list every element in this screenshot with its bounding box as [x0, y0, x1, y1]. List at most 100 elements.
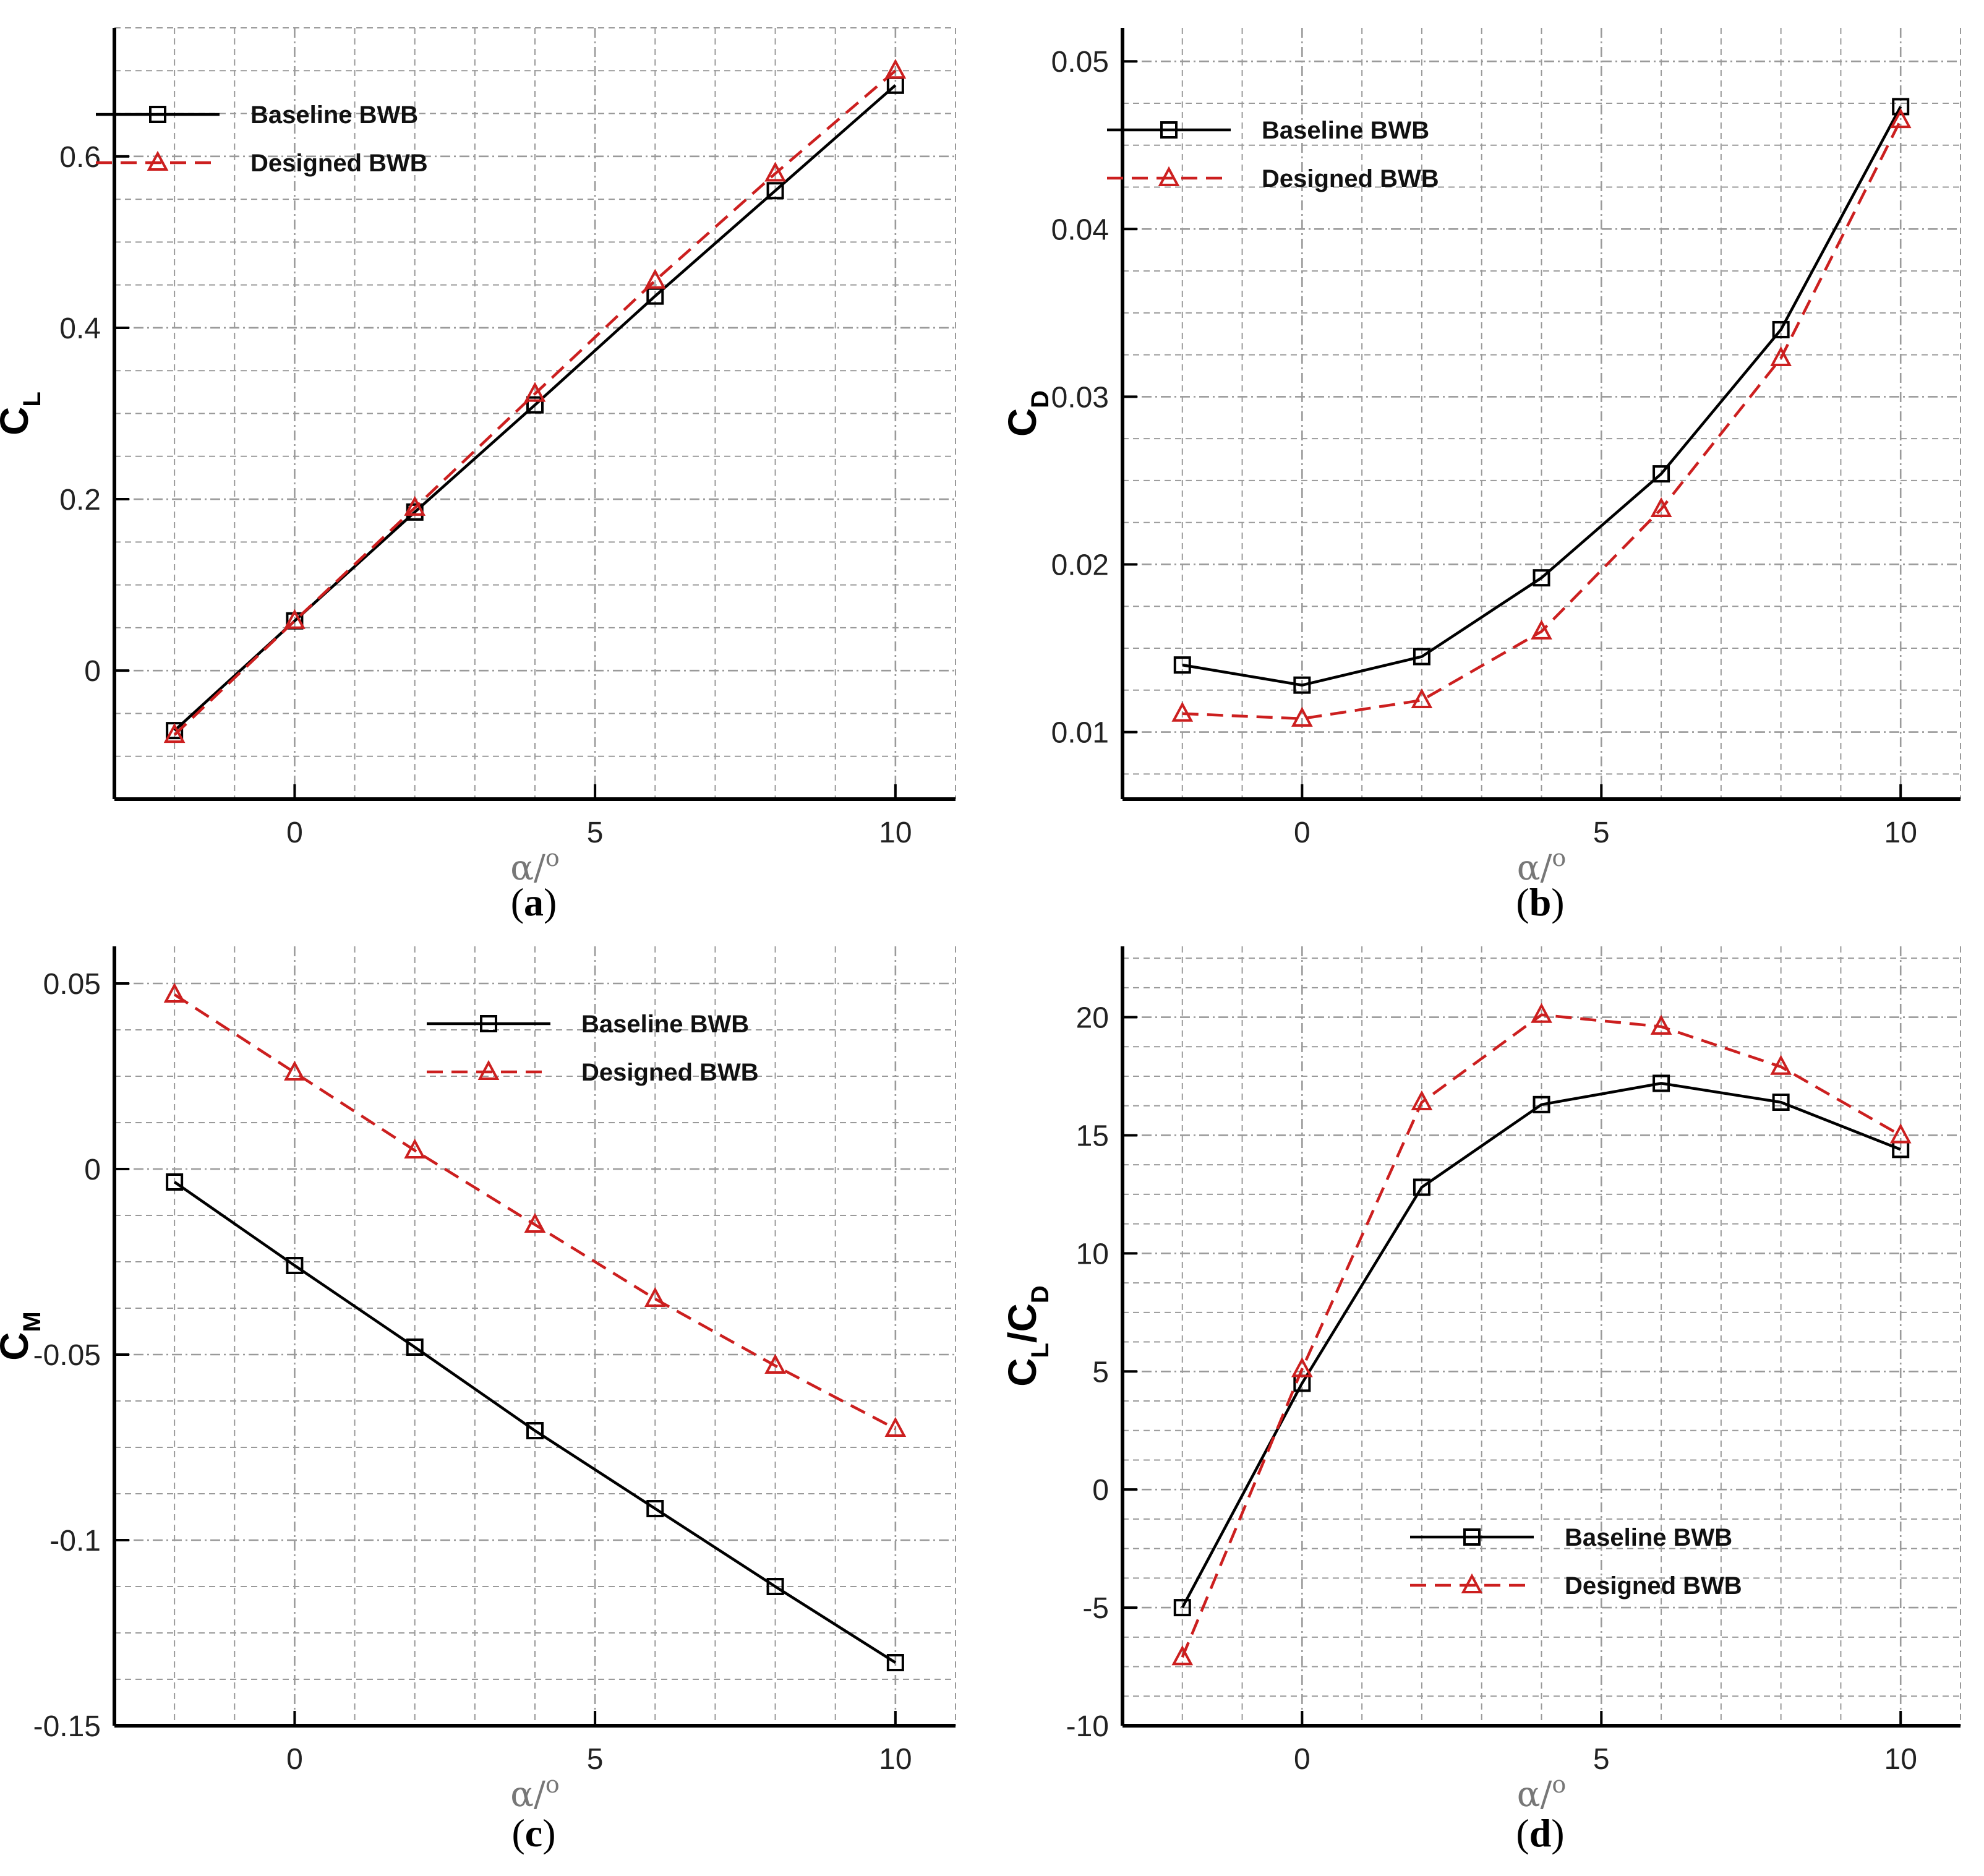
y-axis-title: CL [0, 392, 46, 435]
y-tick-label: 0.01 [1051, 717, 1109, 750]
y-axis-title-sub: M [19, 1311, 46, 1332]
baseline-point-marker [166, 1173, 184, 1191]
x-tick-label: 0 [1294, 1743, 1311, 1776]
designed-series-line [173, 69, 897, 736]
panel-label-close: ) [1551, 1811, 1564, 1855]
baseline-point-marker [1772, 1094, 1790, 1111]
designed-point-marker [284, 1060, 306, 1081]
legend: Baseline BWB Designed BWB [1410, 1524, 1742, 1600]
gridlines [114, 946, 956, 1727]
baseline-point-marker [526, 1422, 544, 1439]
y-axis-title: CD [1000, 390, 1054, 437]
legend-designed-marker [1461, 1573, 1483, 1593]
designed-point-marker [764, 161, 786, 182]
x-axis-title-sup: o [545, 844, 560, 872]
baseline-point-marker [1413, 1178, 1430, 1196]
x-tick-label: 0 [286, 816, 303, 849]
x-tick-label: 5 [587, 1743, 604, 1776]
panel-label: (b) [1516, 880, 1564, 924]
y-axis-title-sub: L [19, 392, 46, 406]
legend-designed-label: Designed BWB [1565, 1572, 1742, 1600]
legend-designed-marker [147, 150, 169, 171]
x-axis-title-sup: o [545, 1771, 560, 1798]
designed-point-marker [1770, 346, 1792, 367]
y-axis-title-tail: /C [1000, 1303, 1045, 1343]
panel-label-open: ( [1516, 880, 1529, 924]
y-tick-label: 15 [1076, 1120, 1109, 1152]
designed-point-marker [524, 1212, 546, 1233]
designed-point-marker [1531, 619, 1552, 640]
baseline-point-marker [1653, 465, 1670, 483]
panel-label-open: ( [1516, 1811, 1529, 1855]
y-tick-label: -5 [1082, 1592, 1109, 1625]
legend-baseline-label: Baseline BWB [581, 1011, 749, 1038]
baseline-series-line [173, 84, 897, 732]
designed-point-marker [884, 1416, 907, 1437]
panel-label-open: ( [511, 880, 524, 924]
y-axis-title-sub: D [1027, 390, 1054, 408]
x-axis-title-main: α/ [1517, 848, 1552, 888]
baseline-point-marker [406, 1338, 424, 1356]
designed-point-marker [1171, 701, 1194, 722]
y-axis-title-sub: L [1027, 1343, 1054, 1358]
designed-point-marker [644, 1287, 666, 1307]
legend: Baseline BWB Designed BWB [1107, 117, 1439, 192]
y-tick-label: -10 [1066, 1710, 1109, 1743]
y-axis-title-tail-sub: D [1027, 1285, 1054, 1303]
x-axis-title-sup: o [1552, 844, 1566, 872]
y-tick-label: 0 [84, 1154, 101, 1186]
panel-label-close: ) [1551, 880, 1564, 924]
baseline-point-marker [1293, 676, 1311, 694]
designed-point-marker [404, 1138, 426, 1159]
gridlines [114, 27, 956, 800]
y-tick-label: 0.03 [1051, 381, 1109, 414]
baseline-point-marker [1533, 569, 1550, 587]
y-tick-label: 0.04 [1051, 213, 1109, 246]
x-tick-label: 10 [879, 816, 912, 849]
y-tick-label: 0 [84, 655, 101, 688]
y-tick-label: -0.05 [33, 1339, 101, 1372]
x-axis-title: α/o [1517, 844, 1567, 888]
baseline-point-marker [1533, 1095, 1550, 1113]
designed-point-marker [524, 382, 546, 402]
y-axis-title: CL/CD [1000, 1285, 1054, 1387]
designed-point-marker [884, 59, 907, 79]
y-axis-title: CM [0, 1311, 46, 1361]
x-axis-title: α/o [510, 1771, 560, 1815]
baseline-point-marker [1653, 1074, 1670, 1092]
x-tick-label: 10 [1884, 816, 1917, 849]
y-tick-label: -0.15 [33, 1710, 101, 1743]
x-axis-title-main: α/ [1517, 1775, 1552, 1815]
y-axis-title-main: C [1000, 1358, 1045, 1387]
panel-label-letter: c [525, 1811, 542, 1855]
panel-label: (a) [511, 880, 557, 924]
y-tick-label: 0.02 [1051, 549, 1109, 581]
baseline-series-line [1181, 1082, 1902, 1609]
legend-baseline-label: Baseline BWB [1565, 1524, 1732, 1551]
legend-designed-marker [1158, 166, 1180, 186]
baseline-series-line [173, 1181, 897, 1664]
y-tick-label: 0.05 [43, 968, 101, 1001]
designed-point-marker [404, 495, 426, 516]
designed-point-marker [284, 609, 306, 629]
baseline-point-marker [766, 182, 784, 200]
panel-label-open: ( [511, 1811, 524, 1855]
legend-designed-marker [477, 1060, 500, 1080]
panel-label-letter: a [524, 880, 544, 924]
x-tick-label: 5 [1593, 1743, 1610, 1776]
baseline-point-marker [1173, 1599, 1191, 1617]
x-tick-label: 5 [1593, 816, 1610, 849]
y-tick-label: 0.2 [59, 484, 101, 516]
designed-point-marker [1650, 1014, 1672, 1035]
x-axis-title: α/o [510, 844, 560, 888]
y-tick-label: 20 [1076, 1002, 1109, 1035]
panel-label-letter: d [1529, 1811, 1552, 1855]
baseline-point-marker [286, 1257, 304, 1274]
y-tick-label: 0.6 [59, 141, 101, 174]
gridlines [1122, 28, 1961, 799]
legend-designed-label: Designed BWB [250, 150, 428, 177]
x-tick-label: 10 [1884, 1743, 1917, 1776]
